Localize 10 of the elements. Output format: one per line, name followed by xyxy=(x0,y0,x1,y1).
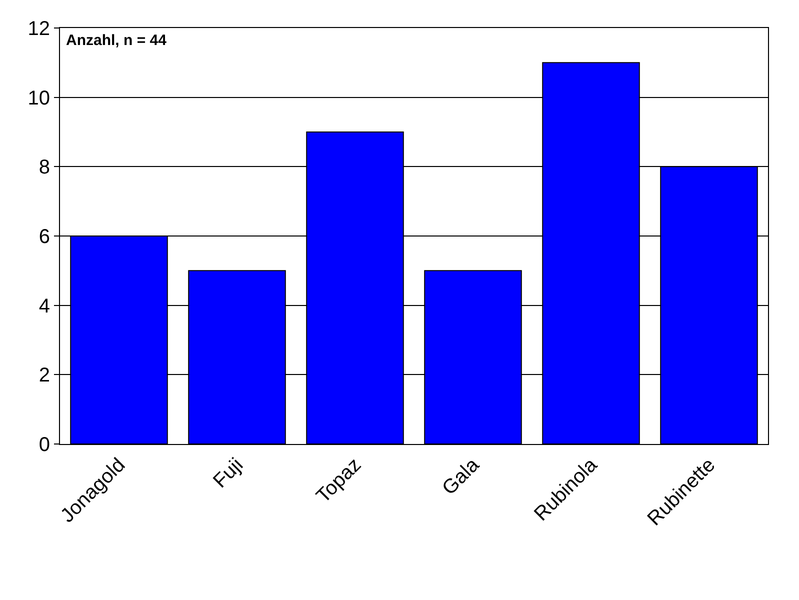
y-tick-label: 8 xyxy=(38,156,50,179)
x-tick-label: Fuji xyxy=(209,454,248,492)
y-tick-label: 10 xyxy=(28,87,50,110)
annotation: Anzahl, n = 44 xyxy=(66,32,168,49)
x-tick-label: Gala xyxy=(438,453,484,500)
y-tick-label: 12 xyxy=(28,18,50,40)
y-tick-label: 4 xyxy=(38,295,50,318)
y-tick-label: 2 xyxy=(38,364,50,387)
y-tick-label: 0 xyxy=(38,434,50,456)
y-tick-label: 6 xyxy=(38,226,50,248)
